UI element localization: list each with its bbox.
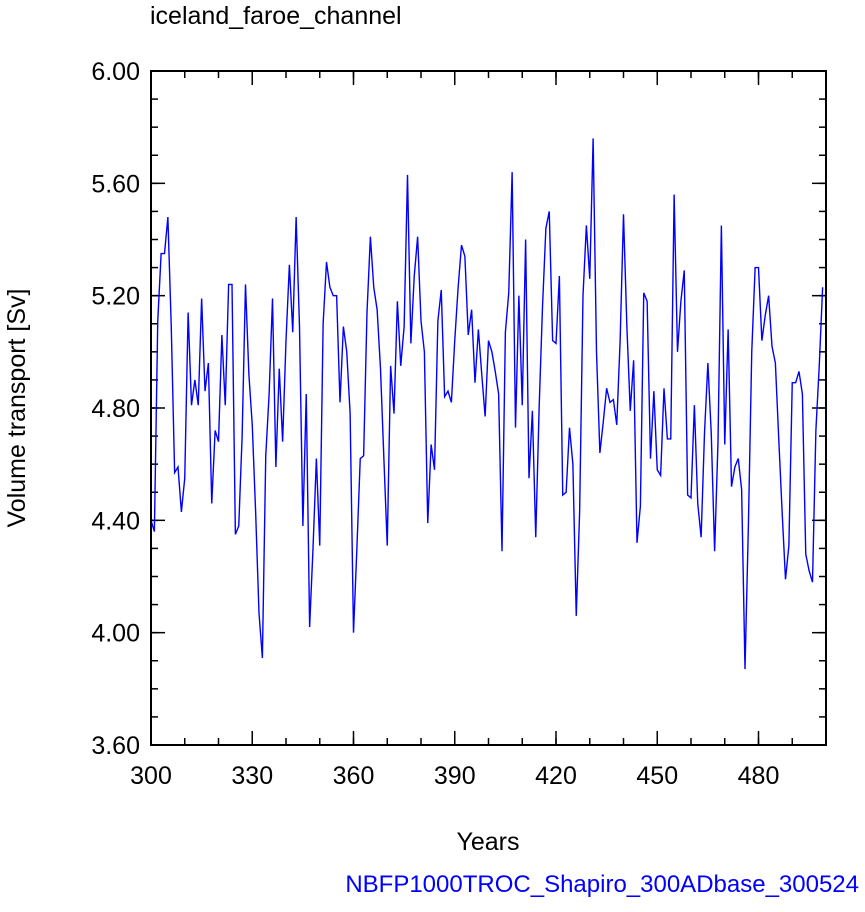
plot-frame (150, 70, 827, 746)
series-line (150, 138, 824, 670)
x-tick-label: 450 (636, 762, 678, 790)
y-axis-label: Volume transport [Sv] (3, 288, 31, 527)
x-tick-label: 360 (333, 762, 375, 790)
y-tick-label: 4.80 (91, 395, 140, 423)
y-tick-label: 3.60 (91, 732, 140, 760)
x-tick-label: 420 (535, 762, 577, 790)
footer-run-id: NBFP1000TROC_Shapiro_300ADbase_300524 (345, 871, 859, 898)
y-tick-label: 4.00 (91, 620, 140, 648)
tick-labels: 300 330 360 390 420 450 480 3.60 4.00 4.40 4.80 5.2… (91, 58, 779, 790)
x-tick-label: 330 (231, 762, 273, 790)
x-axis-label: Years (456, 828, 519, 856)
y-tick-label: 5.20 (91, 283, 140, 311)
y-tick-label: 4.40 (91, 507, 140, 535)
x-tick-label: 390 (434, 762, 476, 790)
y-tick-label: 6.00 (91, 58, 140, 86)
y-tick-label: 5.60 (91, 170, 140, 198)
x-tick-label: 480 (738, 762, 780, 790)
x-tick-label: 300 (130, 762, 172, 790)
chart-title: iceland_faroe_channel (150, 2, 402, 30)
